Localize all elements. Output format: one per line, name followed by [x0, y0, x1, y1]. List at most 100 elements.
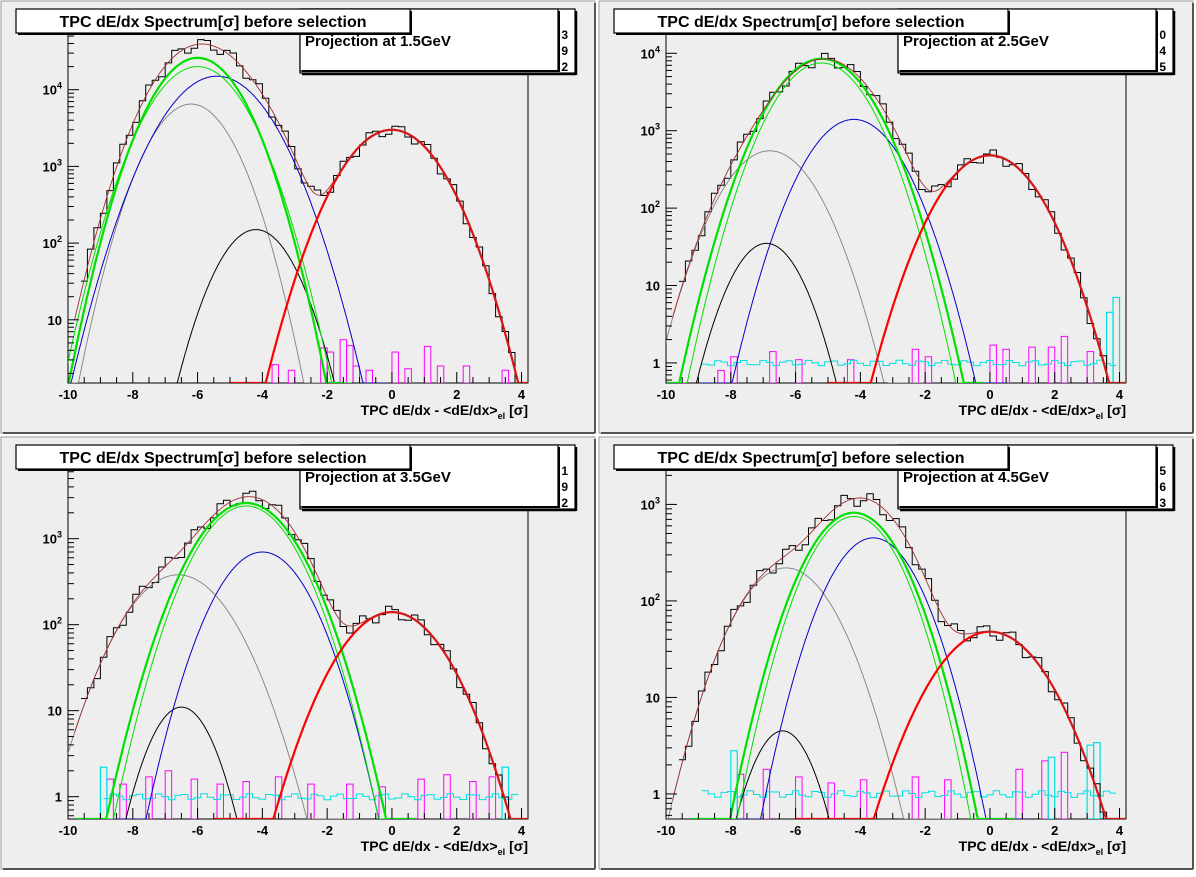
- stats-value: 5: [1159, 60, 1166, 74]
- total-fit-curve: [74, 496, 528, 819]
- merged-hist-bin: [911, 776, 920, 819]
- y-tick-label: 103: [641, 122, 660, 139]
- ratio-hist-bin: [1112, 296, 1121, 383]
- x-axis-label: TPC dE/dx - <dE/dx>el [σ]: [361, 838, 528, 857]
- chart-svg: -10 -8 -6 -4 -2 0 2 4 10 102 103 104 TPC dE/dx - <dE…: [0, 0, 596, 434]
- chart-subtitle: Projection at 2.5GeV: [903, 33, 1049, 50]
- plot-area: [67, 29, 529, 384]
- x-tick-label: -10: [59, 823, 78, 838]
- x-tick-label: -10: [59, 387, 78, 402]
- x-tick-label: -8: [725, 823, 737, 838]
- stats-value: 2: [561, 60, 568, 74]
- y-tick-label: 102: [641, 199, 660, 216]
- deuteron-fit-curve: [666, 242, 888, 383]
- x-tick-label: -2: [321, 823, 333, 838]
- merged-hist-bin: [346, 345, 354, 383]
- chart-title: TPC dE/dx Spectrum[σ] before selection: [60, 14, 367, 31]
- x-axis-label: TPC dE/dx - <dE/dx>el [σ]: [959, 402, 1126, 421]
- ratio-line: [701, 359, 1117, 367]
- x-tick-label: -8: [127, 823, 139, 838]
- y-tick-label: 1: [55, 790, 62, 805]
- merged-hist-bin: [730, 356, 738, 383]
- merged-hist-bin: [1002, 348, 1010, 383]
- x-tick-label: 2: [453, 387, 460, 402]
- y-tick-label: 10: [48, 313, 62, 328]
- merged-hist-bin: [1047, 346, 1056, 383]
- pion-fit-curve-thin: [84, 505, 409, 819]
- deuteron-fit-curve: [669, 730, 896, 819]
- stats-value: 5: [1159, 464, 1166, 478]
- merged-hist-bin: [287, 369, 296, 383]
- kaon-fit-curve: [68, 75, 388, 383]
- chart-title: TPC dE/dx Spectrum[σ] before selection: [658, 14, 965, 31]
- merged-hist-bin: [274, 776, 283, 819]
- ratio-hist-bin: [1047, 756, 1056, 819]
- merged-hist-bin: [762, 768, 771, 819]
- chart-svg: -10 -8 -6 -4 -2 0 2 4 1 10 102 103 TPC dE/dx - <dE/d…: [0, 436, 596, 870]
- merged-hist-bin: [795, 776, 803, 819]
- x-tick-label: -6: [192, 823, 204, 838]
- chart-subtitle: Projection at 4.5GeV: [903, 469, 1049, 486]
- x-tick-label: -4: [257, 387, 269, 402]
- chart-panel-2p5gev: -10 -8 -6 -4 -2 0 2 4 1 10 102 103 104 TPC dE/dx - <d…: [598, 0, 1196, 436]
- merged-hist-bin: [1086, 351, 1095, 383]
- chart-svg: -10 -8 -6 -4 -2 0 2 4 1 10 102 103 104 TPC dE/dx - <d…: [598, 0, 1194, 434]
- chart-title: TPC dE/dx Spectrum[σ] before selection: [658, 450, 965, 467]
- stats-value: 2: [561, 496, 568, 510]
- x-tick-label: 0: [388, 823, 395, 838]
- x-tick-label: -2: [919, 823, 931, 838]
- x-axis-label: TPC dE/dx - <dE/dx>el [σ]: [361, 402, 528, 421]
- x-tick-label: 0: [388, 387, 395, 402]
- proton-fit-curve: [68, 574, 357, 819]
- x-tick-label: 2: [453, 823, 460, 838]
- y-tick-label: 102: [43, 616, 62, 633]
- chart-title: TPC dE/dx Spectrum[σ] before selection: [60, 450, 367, 467]
- chart-subtitle: Projection at 1.5GeV: [305, 33, 451, 50]
- stats-value: 3: [561, 28, 568, 42]
- x-tick-label: 4: [518, 387, 526, 402]
- x-tick-label: -4: [855, 823, 867, 838]
- y-tick-label: 103: [641, 495, 660, 512]
- y-tick-label: 104: [43, 81, 62, 98]
- total-fit-curve: [672, 497, 1126, 819]
- chart-panel-4p5gev: -10 -8 -6 -4 -2 0 2 4 1 10 102 103 TPC dE/dx - <dE/d…: [598, 436, 1196, 872]
- merged-hist-bin: [417, 778, 425, 819]
- y-tick-label: 102: [43, 234, 62, 251]
- stats-value: 1: [561, 464, 568, 478]
- pion-fit-curve-thin: [68, 66, 352, 383]
- stats-value: 9: [561, 480, 568, 494]
- chart-svg: -10 -8 -6 -4 -2 0 2 4 1 10 102 103 TPC dE/dx - <dE/d…: [598, 436, 1194, 870]
- merged-hist-bin: [436, 365, 445, 383]
- x-tick-label: 0: [986, 387, 993, 402]
- chart-panel-3p5gev: -10 -8 -6 -4 -2 0 2 4 1 10 102 103 TPC dE/dx - <dE/d…: [0, 436, 598, 872]
- merged-hist-bin: [1028, 346, 1036, 383]
- merged-hist-bin: [352, 365, 361, 383]
- pion-fit-curve: [76, 501, 417, 819]
- merged-hist-bin: [769, 351, 777, 383]
- merged-hist-bin: [1060, 751, 1069, 819]
- pion-fit-curve: [691, 511, 1016, 819]
- x-tick-label: -2: [321, 387, 333, 402]
- kaon-fit-curve: [108, 551, 417, 819]
- merged-hist-bin: [391, 351, 399, 383]
- kaon-fit-curve: [700, 118, 1008, 383]
- y-tick-label: 10: [646, 690, 660, 705]
- x-axis-label: TPC dE/dx - <dE/dx>el [σ]: [959, 838, 1126, 857]
- title-box: [613, 8, 1009, 34]
- proton-fit-curve: [666, 150, 924, 383]
- plot-area: [665, 29, 1127, 384]
- total-fit-curve: [74, 43, 528, 383]
- x-tick-label: 4: [1116, 387, 1124, 402]
- pion-fit-curve-thin: [667, 62, 976, 383]
- title-box: [15, 8, 411, 34]
- y-tick-label: 102: [641, 592, 660, 609]
- merged-hist-bin: [827, 782, 835, 819]
- y-tick-label: 103: [43, 157, 62, 174]
- pion-fit-curve: [68, 56, 344, 383]
- merged-hist-bin: [795, 359, 803, 383]
- deuteron-fit-curve: [68, 706, 295, 819]
- stats-value: 6: [1159, 480, 1166, 494]
- merged-hist-bin: [423, 345, 432, 383]
- y-tick-label: 10: [646, 279, 660, 294]
- y-tick-label: 10: [48, 704, 62, 719]
